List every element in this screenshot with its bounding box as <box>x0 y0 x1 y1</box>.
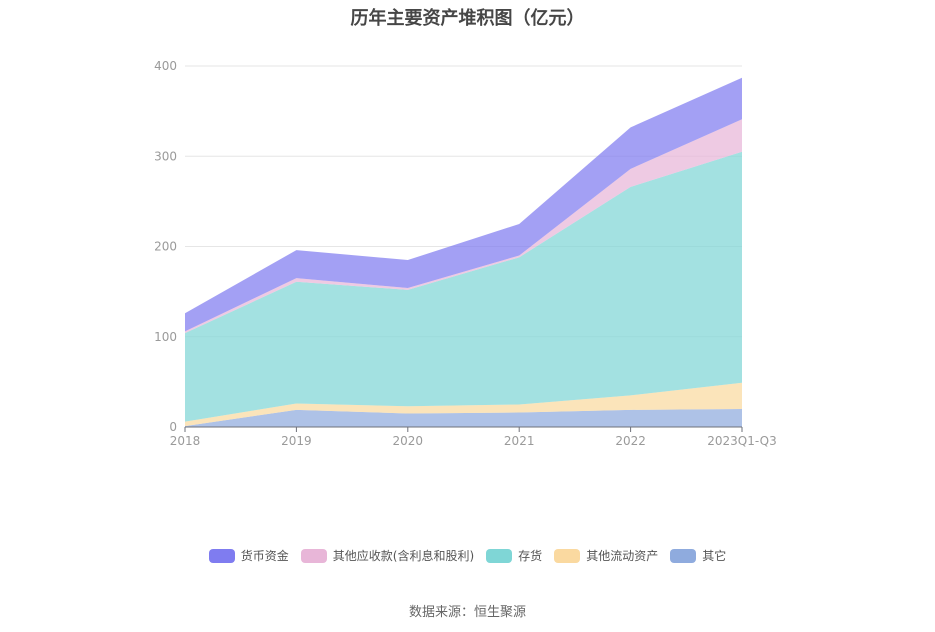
legend-label: 其他流动资产 <box>586 549 659 563</box>
legend-label: 货币资金 <box>240 549 289 563</box>
legend: 货币资金 其他应收款(含利息和股利) 存货 其他流动资产 其它 <box>0 547 935 564</box>
area-series-1 <box>185 382 742 427</box>
x-tick-label: 2019 <box>281 434 312 448</box>
y-tick-label: 0 <box>169 420 177 434</box>
x-tick-label: 2020 <box>393 434 424 448</box>
legend-swatch <box>300 548 327 563</box>
y-tick-label: 300 <box>154 149 177 163</box>
legend-label: 其它 <box>702 549 727 563</box>
legend-item[interactable]: 其他应收款(含利息和股利) <box>300 547 475 564</box>
legend-swatch <box>670 548 697 563</box>
x-tick-label: 2021 <box>504 434 535 448</box>
legend-item[interactable]: 其他流动资产 <box>554 547 658 564</box>
x-tick-label: 2022 <box>615 434 646 448</box>
data-source: 数据来源：恒生聚源 <box>408 605 526 620</box>
area-series-0 <box>185 408 742 427</box>
legend-item[interactable]: 存货 <box>486 547 542 564</box>
y-tick-label: 400 <box>154 59 177 73</box>
y-tick-label: 100 <box>154 330 177 344</box>
y-tick-label: 200 <box>154 240 177 254</box>
legend-label: 其他应收款(含利息和股利) <box>332 549 475 563</box>
area-series-2 <box>185 151 742 422</box>
legend-swatch <box>208 548 235 563</box>
area-series-4 <box>185 77 742 332</box>
legend-item[interactable]: 货币资金 <box>208 547 289 564</box>
axes: 2018 2019 2020 2021 2022 2023Q1-Q3 <box>170 426 777 448</box>
legend-swatch <box>486 548 513 563</box>
x-tick-label: 2023Q1-Q3 <box>707 434 776 448</box>
legend-swatch <box>554 548 581 563</box>
chart-title: 历年主要资产堆积图（亿元） <box>350 8 585 29</box>
legend-label: 存货 <box>518 549 543 563</box>
legend-item[interactable]: 其它 <box>670 547 726 564</box>
area-series <box>185 77 742 427</box>
x-tick-label: 2018 <box>170 434 201 448</box>
